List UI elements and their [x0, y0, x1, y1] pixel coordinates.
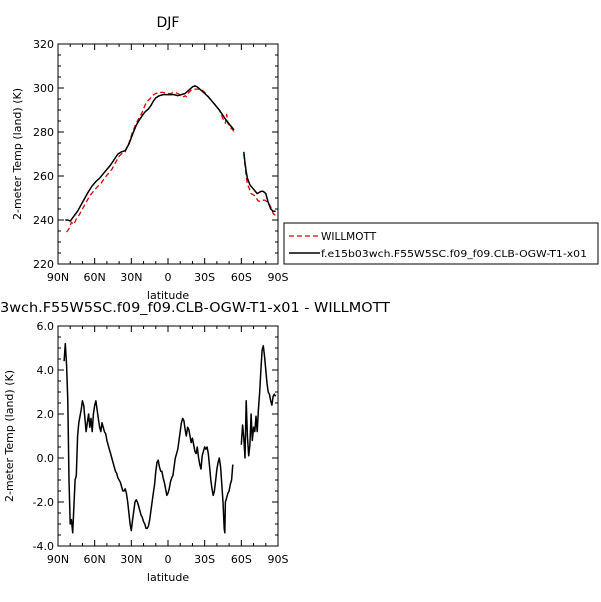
top-plot-area: [65, 85, 278, 233]
bottom-x-tick-label: 0: [165, 553, 172, 566]
legend-label-willmott: WILLMOTT: [321, 231, 377, 243]
bottom-series-line-0-segment-1: [240, 345, 277, 459]
top-x-tick-label: 60S: [231, 271, 252, 284]
bottom-y-tick-label: -4.0: [33, 540, 54, 553]
legend: WILLMOTT f.e15b03wch.F55W5SC.f09_f09.CLB…: [283, 222, 599, 265]
top-x-tick-label: 30S: [194, 271, 215, 284]
top-y-tick-label: 280: [33, 126, 54, 139]
bottom-x-tick-label: 60S: [231, 553, 252, 566]
bottom-x-axis-label: latitude: [147, 571, 189, 584]
bottom-x-tick-label: 90S: [268, 553, 289, 566]
top-y-axis-label: 2-meter Temp (land) (K): [11, 88, 24, 220]
bottom-y-tick-label: -2.0: [33, 496, 54, 509]
bottom-panel: 3wch.F55W5SC.f09_f09.CLB-OGW-T1-x01 - WI…: [0, 301, 390, 584]
bottom-x-tick-label: 30N: [120, 553, 142, 566]
bottom-x-tick-label: 90N: [47, 553, 69, 566]
top-y-tick-label: 220: [33, 258, 54, 271]
top-x-axis-label: latitude: [147, 289, 189, 302]
bottom-y-tick-label: 2.0: [37, 408, 55, 421]
top-y-tick-label: 240: [33, 214, 54, 227]
top-series-line-0-segment-1: [243, 153, 278, 219]
bottom-y-tick-label: 0.0: [37, 452, 55, 465]
bottom-axis-ticks: 90N 60N 30N 0 30S 60S 90S -4.0 -2.0 0.0 2.0 4.0 6.0: [33, 320, 289, 566]
bottom-y-tick-label: 4.0: [37, 364, 55, 377]
top-y-tick-label: 320: [33, 38, 54, 51]
top-panel: DJF 90N 60N 30N 0 30S 60S 90S 220 240 260 280 300 32…: [11, 15, 289, 302]
top-y-tick-label: 300: [33, 82, 54, 95]
top-x-tick-label: 60N: [84, 271, 106, 284]
bottom-y-axis-label: 2-meter Temp (land) (K): [3, 370, 16, 502]
bottom-x-tick-label: 60N: [84, 553, 106, 566]
top-axis-ticks: 90N 60N 30N 0 30S 60S 90S 220 240 260 280 300 320: [33, 38, 289, 284]
bottom-chart-title: 3wch.F55W5SC.f09_f09.CLB-OGW-T1-x01 - WI…: [0, 301, 390, 316]
top-series-line-1-segment-1: [243, 151, 276, 212]
top-x-tick-label: 30N: [120, 271, 142, 284]
top-x-tick-label: 0: [165, 271, 172, 284]
top-series-line-0-segment-0: [66, 88, 235, 233]
legend-label-model: f.e15b03wch.F55W5SC.f09_f09.CLB-OGW-T1-x…: [321, 249, 587, 260]
top-plot-frame: [57, 43, 279, 265]
top-x-tick-label: 90S: [268, 271, 289, 284]
bottom-y-tick-label: 6.0: [37, 320, 55, 333]
bottom-series-line-0-segment-0: [63, 342, 234, 534]
top-y-tick-label: 260: [33, 170, 54, 183]
bottom-x-tick-label: 30S: [194, 553, 215, 566]
legend-box: [283, 222, 599, 265]
top-series-line-1-segment-0: [65, 85, 235, 222]
bottom-plot-area: [63, 342, 277, 534]
top-x-tick-label: 90N: [47, 271, 69, 284]
top-chart-title: DJF: [157, 15, 180, 31]
